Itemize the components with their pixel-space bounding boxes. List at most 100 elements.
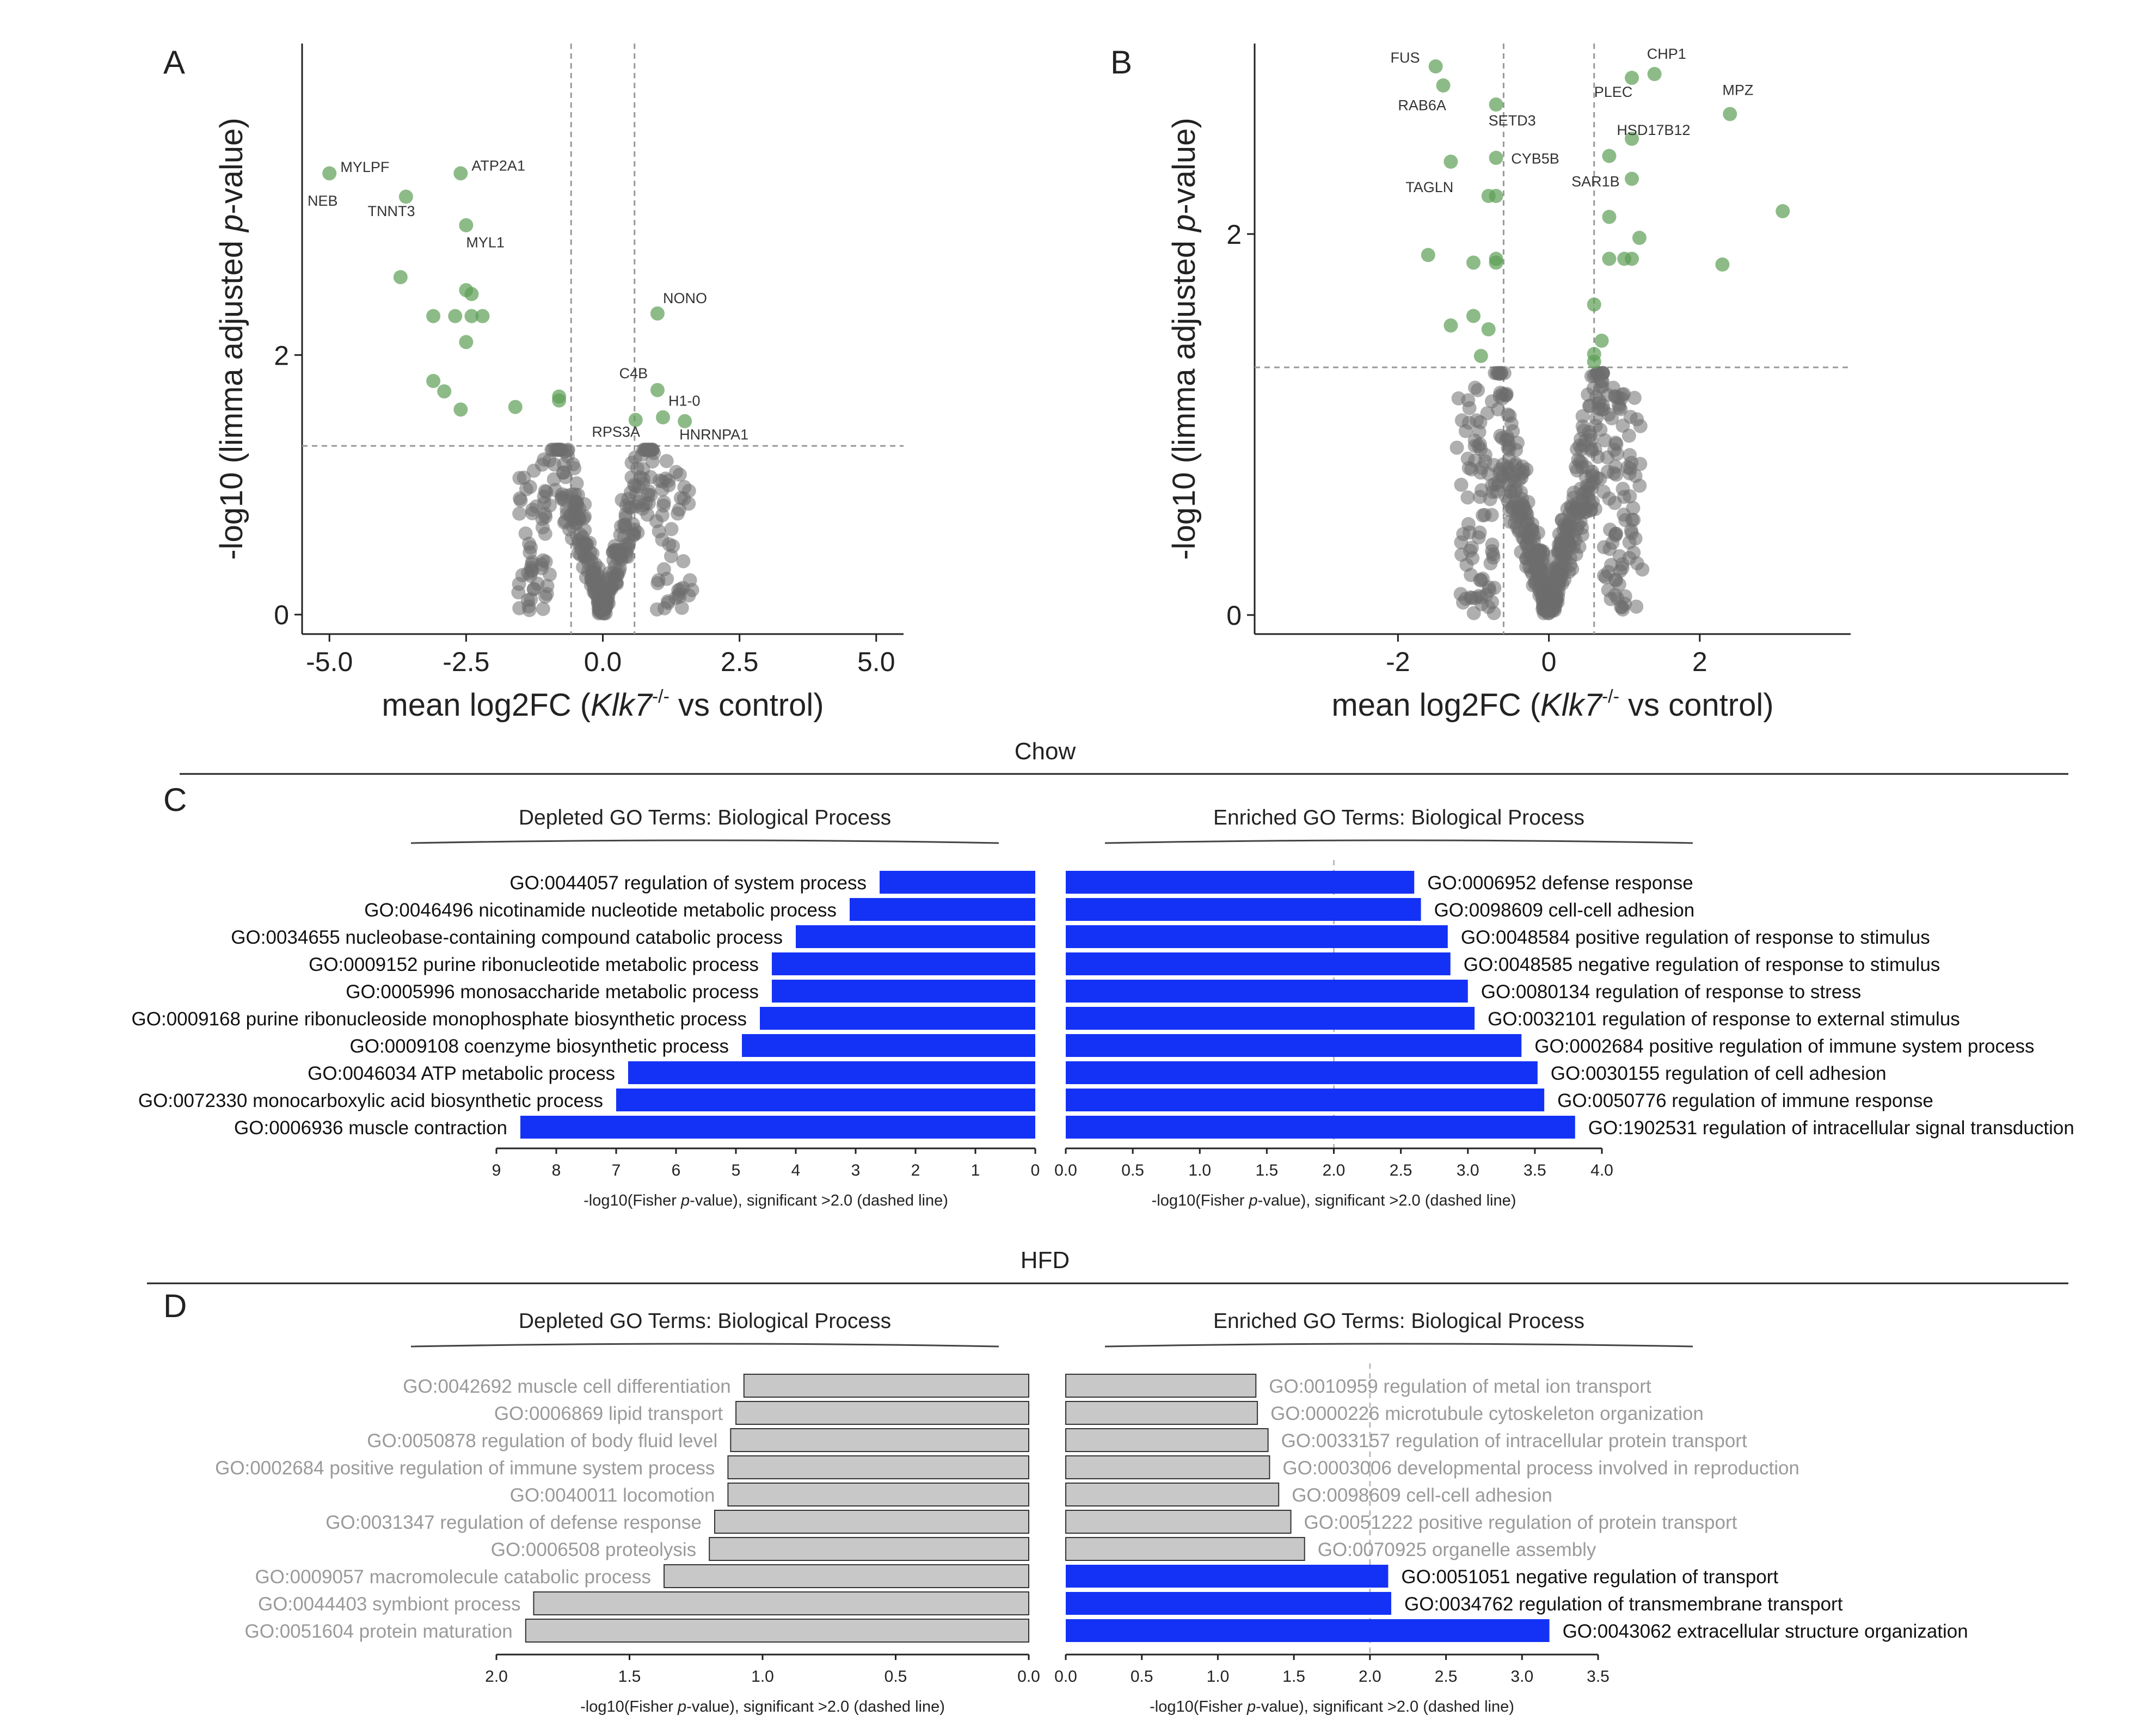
go-bar (1065, 1455, 1270, 1479)
nonsig-point (1610, 446, 1625, 461)
x-tick-label: 0.0 (584, 647, 622, 677)
significant-point (1647, 67, 1662, 81)
nonsig-point (612, 543, 627, 557)
x-title-sup: -/- (652, 686, 669, 707)
gene-label: C4B (619, 365, 648, 382)
significant-point (1489, 97, 1503, 112)
go-bar (1065, 1537, 1305, 1561)
significant-point (1625, 132, 1639, 146)
go-bars-chow: Depleted GO Terms: Biological Process GO:… (132, 806, 2074, 1209)
go-bar (1066, 1116, 1575, 1139)
nonsig-point (1454, 535, 1469, 550)
gene-label: HSD17B12 (1617, 122, 1690, 138)
go-term-label: GO:0010959 regulation of metal ion trans… (1269, 1376, 1651, 1397)
nonsig-point (1618, 513, 1633, 527)
significant-point (1466, 255, 1481, 270)
go-bar (714, 1510, 1029, 1534)
nonsig-point (1601, 565, 1616, 580)
x-tick-label: 5.0 (857, 647, 895, 677)
go-x-axis-title: -log10(Fisher p-value), significant >2.0… (583, 1192, 948, 1209)
nonsig-point (1462, 401, 1477, 415)
nonsig-point (526, 463, 541, 478)
go-x-axis-title: -log10(Fisher p-value), significant >2.0… (1152, 1192, 1516, 1209)
x-title-part: mean log2FC ( (382, 687, 591, 723)
y-tick-label: 2 (1226, 219, 1242, 250)
nonsig-point (1461, 516, 1476, 531)
significant-point (1421, 248, 1435, 262)
significant-point (1489, 189, 1503, 203)
nonsig-point (1540, 602, 1555, 617)
nonsig-point (520, 593, 535, 607)
nonsig-point (1499, 386, 1514, 401)
x-tick-label: -2.5 (443, 647, 489, 677)
go-title-underline (410, 1343, 999, 1348)
significant-point (1444, 155, 1458, 169)
nonsig-point (1618, 597, 1632, 611)
go-term-label: GO:0002684 positive regulation of immune… (215, 1458, 715, 1479)
go-term-label: GO:0044403 symbiont process (258, 1594, 520, 1615)
go-term-label: GO:1902531 regulation of intracellular s… (1588, 1117, 2074, 1139)
go-x-tick-label: 4.0 (1590, 1161, 1613, 1179)
go-bar (628, 1061, 1035, 1084)
go-bar (796, 925, 1035, 948)
go-x-tick-label: 0.5 (1121, 1161, 1144, 1179)
y-tick-label: 0 (274, 600, 289, 630)
significant-point (322, 166, 337, 181)
y-axis-title: -log10 (limma adjusted p-value) (214, 118, 249, 559)
nonsig-point (1596, 540, 1611, 555)
significant-point (678, 414, 692, 428)
go-x-tick-label: 1 (971, 1161, 980, 1179)
go-x-tick-label: 2.0 (1359, 1668, 1381, 1686)
go-term-label: GO:0034762 regulation of transmembrane t… (1404, 1594, 1843, 1615)
go-term-label: GO:0080134 regulation of response to str… (1481, 981, 1861, 1003)
y-tick-label: 0 (1226, 600, 1242, 631)
nonsig-point (660, 571, 674, 586)
nonsig-point (656, 495, 671, 509)
panel-letter-c: C (163, 782, 187, 818)
go-term-label: GO:0043062 extracellular structure organ… (1563, 1621, 1968, 1642)
significant-point (1632, 231, 1647, 245)
go-term-label: GO:0042692 muscle cell differentiation (403, 1376, 731, 1397)
go-term-label: GO:0031347 regulation of defense respons… (325, 1512, 702, 1533)
go-bar (1066, 925, 1448, 948)
significant-point (426, 374, 441, 388)
nonsig-point (674, 600, 689, 615)
nonsig-point (537, 489, 551, 504)
go-term-label: GO:0033157 regulation of intracellular p… (1281, 1430, 1747, 1452)
go-bar (727, 1455, 1030, 1479)
nonsig-point (655, 482, 669, 497)
nonsig-point (546, 472, 561, 487)
significant-point (398, 189, 413, 204)
go-x-tick-label: 4 (791, 1161, 801, 1179)
gene-label: RAB6A (1398, 97, 1446, 114)
go-bar (533, 1591, 1029, 1615)
nonsig-point (1556, 522, 1571, 537)
volcano-plot-a: -5.0 -2.5 0.0 2.5 5.0 0 2 MYLPF ATP2A1 NEB TNNT3 MY… (214, 44, 904, 723)
gene-label: SAR1B (1571, 174, 1620, 190)
nonsig-point (1481, 466, 1496, 481)
significant-point (453, 402, 468, 417)
nonsig-point (1465, 551, 1480, 565)
go-term-label: GO:0072330 monocarboxylic acid biosynthe… (138, 1090, 603, 1111)
significant-point (1776, 204, 1790, 218)
gene-label: MYL1 (466, 234, 505, 250)
nonsig-point (1588, 502, 1602, 516)
go-bar (1066, 1061, 1538, 1084)
nonsig-point (564, 531, 579, 546)
go-title-underline (1104, 1343, 1693, 1348)
nonsig-point (641, 487, 655, 502)
go-bar (850, 898, 1035, 921)
go-xlab-part: -value), significant >2.0 (dashed line) (690, 1192, 948, 1209)
nonsig-point (1516, 501, 1531, 516)
section-title-chow: Chow (1015, 738, 1076, 765)
go-bar (1066, 1565, 1389, 1588)
y-tick-label: 2 (274, 340, 289, 371)
gene-label: HNRNPA1 (679, 426, 748, 442)
nonsig-point (1504, 501, 1519, 515)
go-x-tick-label: 3.5 (1587, 1668, 1610, 1686)
significant-point (1466, 309, 1481, 323)
go-bar (1065, 1401, 1258, 1425)
gene-label: MPZ (1722, 82, 1753, 99)
go-x-tick-label: 2.0 (1323, 1161, 1346, 1179)
nonsig-point (1627, 390, 1642, 405)
